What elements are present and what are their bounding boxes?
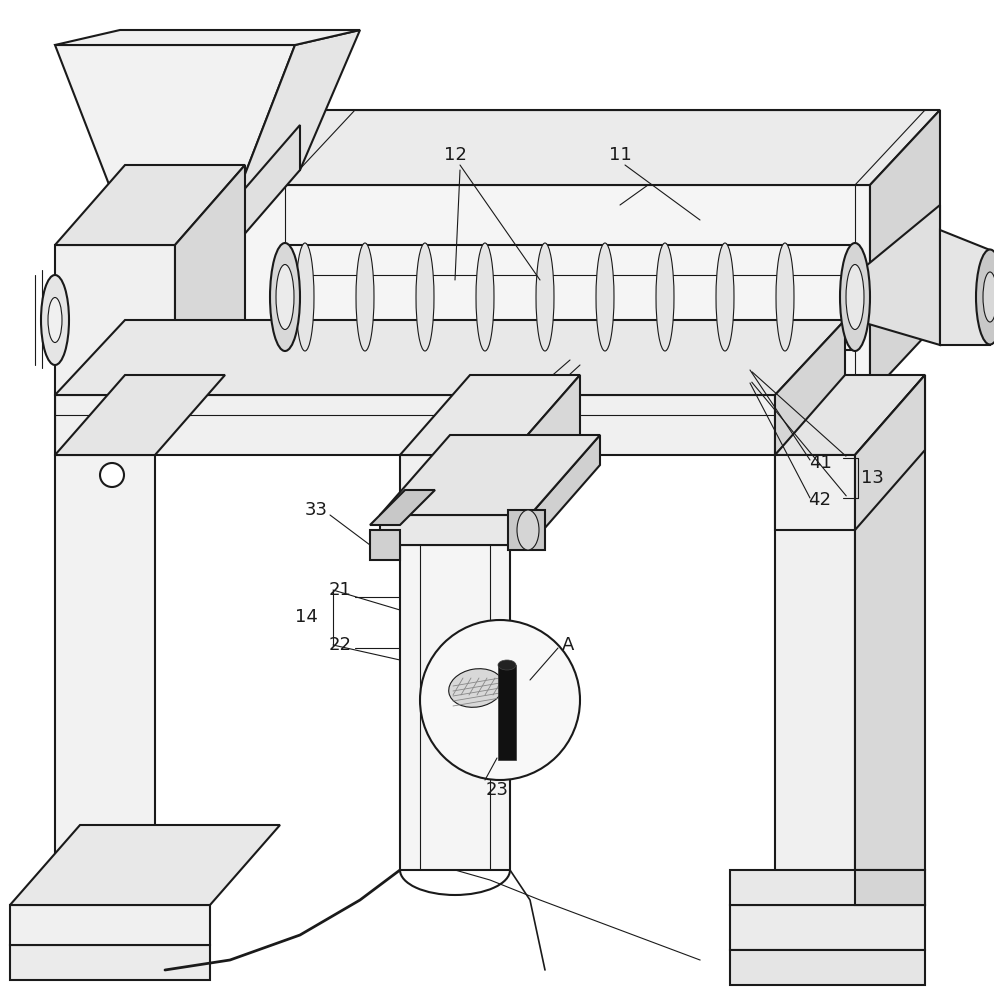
Polygon shape	[400, 545, 510, 870]
Ellipse shape	[983, 272, 994, 322]
Polygon shape	[370, 530, 400, 560]
Polygon shape	[730, 905, 925, 950]
Ellipse shape	[536, 243, 554, 351]
Ellipse shape	[596, 243, 614, 351]
Polygon shape	[10, 945, 210, 980]
Text: 41: 41	[808, 454, 831, 472]
Text: 23: 23	[485, 781, 509, 799]
Polygon shape	[55, 375, 225, 455]
Polygon shape	[55, 245, 175, 395]
Polygon shape	[855, 375, 925, 950]
Ellipse shape	[498, 660, 516, 670]
Text: A: A	[562, 636, 575, 654]
Polygon shape	[55, 395, 775, 455]
Ellipse shape	[517, 510, 539, 550]
Polygon shape	[235, 125, 300, 245]
Ellipse shape	[776, 243, 794, 351]
Polygon shape	[175, 185, 870, 395]
Polygon shape	[115, 200, 235, 245]
Polygon shape	[55, 30, 360, 45]
Polygon shape	[370, 490, 435, 525]
Polygon shape	[55, 165, 245, 245]
Polygon shape	[530, 435, 600, 545]
Polygon shape	[510, 375, 580, 540]
Polygon shape	[55, 320, 845, 395]
Ellipse shape	[270, 243, 300, 351]
Polygon shape	[775, 455, 855, 530]
Ellipse shape	[416, 243, 434, 351]
Text: 21: 21	[329, 581, 352, 599]
Polygon shape	[400, 375, 580, 455]
Ellipse shape	[48, 298, 62, 342]
Polygon shape	[10, 825, 280, 905]
Ellipse shape	[356, 243, 374, 351]
Polygon shape	[380, 435, 600, 515]
Ellipse shape	[276, 264, 294, 330]
Text: 13: 13	[861, 469, 884, 487]
Ellipse shape	[656, 243, 674, 351]
Text: 14: 14	[294, 608, 317, 626]
Text: 22: 22	[328, 636, 352, 654]
Text: 42: 42	[808, 491, 832, 509]
Ellipse shape	[976, 249, 994, 344]
Polygon shape	[508, 510, 545, 550]
Ellipse shape	[476, 243, 494, 351]
Ellipse shape	[840, 243, 870, 351]
Polygon shape	[55, 45, 295, 200]
Polygon shape	[870, 110, 940, 395]
Polygon shape	[775, 455, 855, 950]
Polygon shape	[940, 230, 990, 345]
Polygon shape	[175, 110, 940, 185]
Polygon shape	[730, 870, 925, 905]
Polygon shape	[855, 375, 925, 530]
Polygon shape	[10, 905, 210, 945]
Polygon shape	[775, 375, 925, 455]
Polygon shape	[175, 165, 245, 395]
Ellipse shape	[716, 243, 734, 351]
Ellipse shape	[41, 275, 69, 365]
Polygon shape	[380, 515, 530, 545]
Polygon shape	[730, 950, 925, 985]
Text: 11: 11	[608, 146, 631, 164]
Polygon shape	[235, 30, 360, 200]
Circle shape	[100, 463, 124, 487]
Ellipse shape	[846, 264, 864, 330]
Polygon shape	[775, 320, 845, 455]
Ellipse shape	[296, 243, 314, 351]
Polygon shape	[400, 455, 510, 540]
Polygon shape	[855, 205, 940, 345]
Polygon shape	[498, 665, 516, 760]
Text: 12: 12	[443, 146, 466, 164]
Text: 33: 33	[304, 501, 327, 519]
Circle shape	[420, 620, 580, 780]
Polygon shape	[55, 455, 155, 950]
Ellipse shape	[448, 669, 503, 707]
Polygon shape	[855, 870, 925, 905]
